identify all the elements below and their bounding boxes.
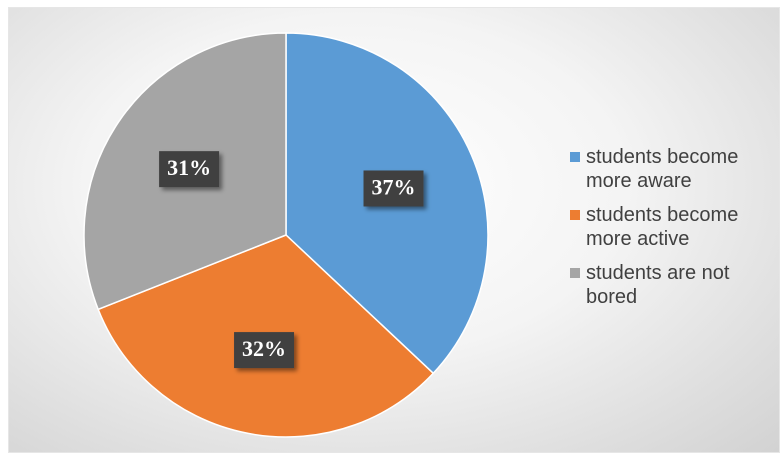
data-label-text: 32% xyxy=(242,336,286,361)
legend-item-2: students become more active xyxy=(570,203,775,251)
legend-item-1: students become more aware xyxy=(570,145,775,193)
legend-swatch xyxy=(570,210,580,220)
data-label-box xyxy=(159,151,220,188)
legend-swatch xyxy=(570,268,580,278)
data-label-2: 32% xyxy=(234,332,295,369)
data-label-box xyxy=(234,332,295,369)
data-label-text: 37% xyxy=(372,175,416,200)
legend: students become more aware students becom… xyxy=(570,145,775,319)
data-label-text: 31% xyxy=(167,155,211,180)
legend-label: students are not bored xyxy=(586,262,730,308)
pie-slices xyxy=(83,32,489,438)
legend-label: students become more aware xyxy=(586,146,739,192)
data-label-1: 37% xyxy=(363,170,424,207)
legend-item-3: students are not bored xyxy=(570,261,775,309)
data-label-box xyxy=(363,170,424,207)
legend-label: students become more active xyxy=(586,204,739,250)
pie-data-labels: 37% 32% 31% xyxy=(159,151,424,369)
data-label-3: 31% xyxy=(159,151,220,188)
legend-swatch xyxy=(570,152,580,162)
